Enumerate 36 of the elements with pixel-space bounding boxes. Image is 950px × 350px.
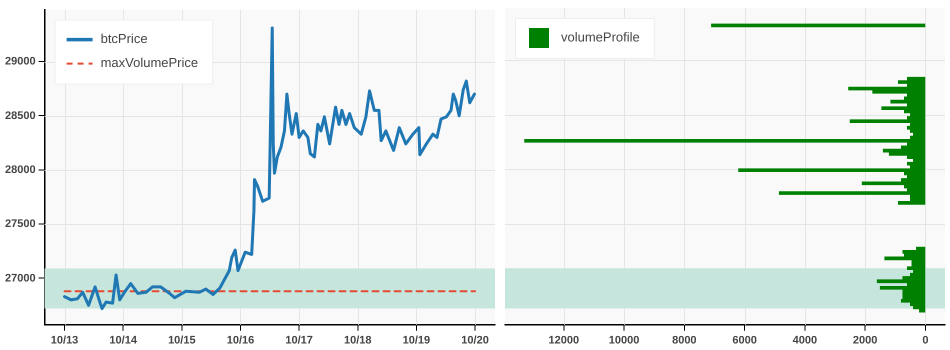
- y-tick-label: 27500: [4, 218, 36, 230]
- bar: [850, 119, 926, 124]
- bar: [907, 162, 926, 166]
- bar: [882, 148, 926, 152]
- bar: [881, 106, 926, 110]
- x-tick-label: 0: [922, 334, 928, 346]
- bar: [711, 24, 926, 28]
- legend-label: maxVolumePrice: [100, 55, 198, 70]
- bar: [862, 181, 926, 186]
- y-tick-label: 28000: [4, 164, 36, 176]
- x-tick-label: 8000: [672, 334, 697, 346]
- x-tick-label: 6000: [732, 334, 757, 346]
- x-tick-label: 10/15: [168, 334, 196, 346]
- x-tick-label: 10/14: [109, 334, 138, 346]
- x-tick-label: 4000: [792, 334, 818, 346]
- bar: [778, 191, 926, 195]
- x-tick-label: 10/20: [461, 334, 489, 346]
- bar: [848, 86, 926, 90]
- x-tick-label: 2000: [852, 334, 878, 346]
- x-tick-label: 10/16: [226, 334, 254, 346]
- bar: [898, 80, 926, 84]
- x-tick-label: 10/17: [285, 334, 313, 346]
- x-tick-label: 10/13: [50, 334, 78, 346]
- x-tick-label: 10/18: [344, 334, 372, 346]
- bar: [890, 100, 926, 104]
- x-tick-label: 10/19: [402, 334, 430, 346]
- y-tick-label: 29000: [4, 56, 36, 68]
- bar: [910, 129, 926, 133]
- x-tick-label: 12000: [548, 334, 580, 346]
- legend-label: volumeProfile: [561, 30, 640, 45]
- legend-label: btcPrice: [100, 31, 148, 46]
- bar: [738, 168, 926, 172]
- bar: [524, 138, 926, 143]
- y-tick-label: 28500: [4, 110, 36, 122]
- x-tick-label: 10000: [608, 334, 640, 346]
- y-tick-label: 27000: [4, 272, 36, 284]
